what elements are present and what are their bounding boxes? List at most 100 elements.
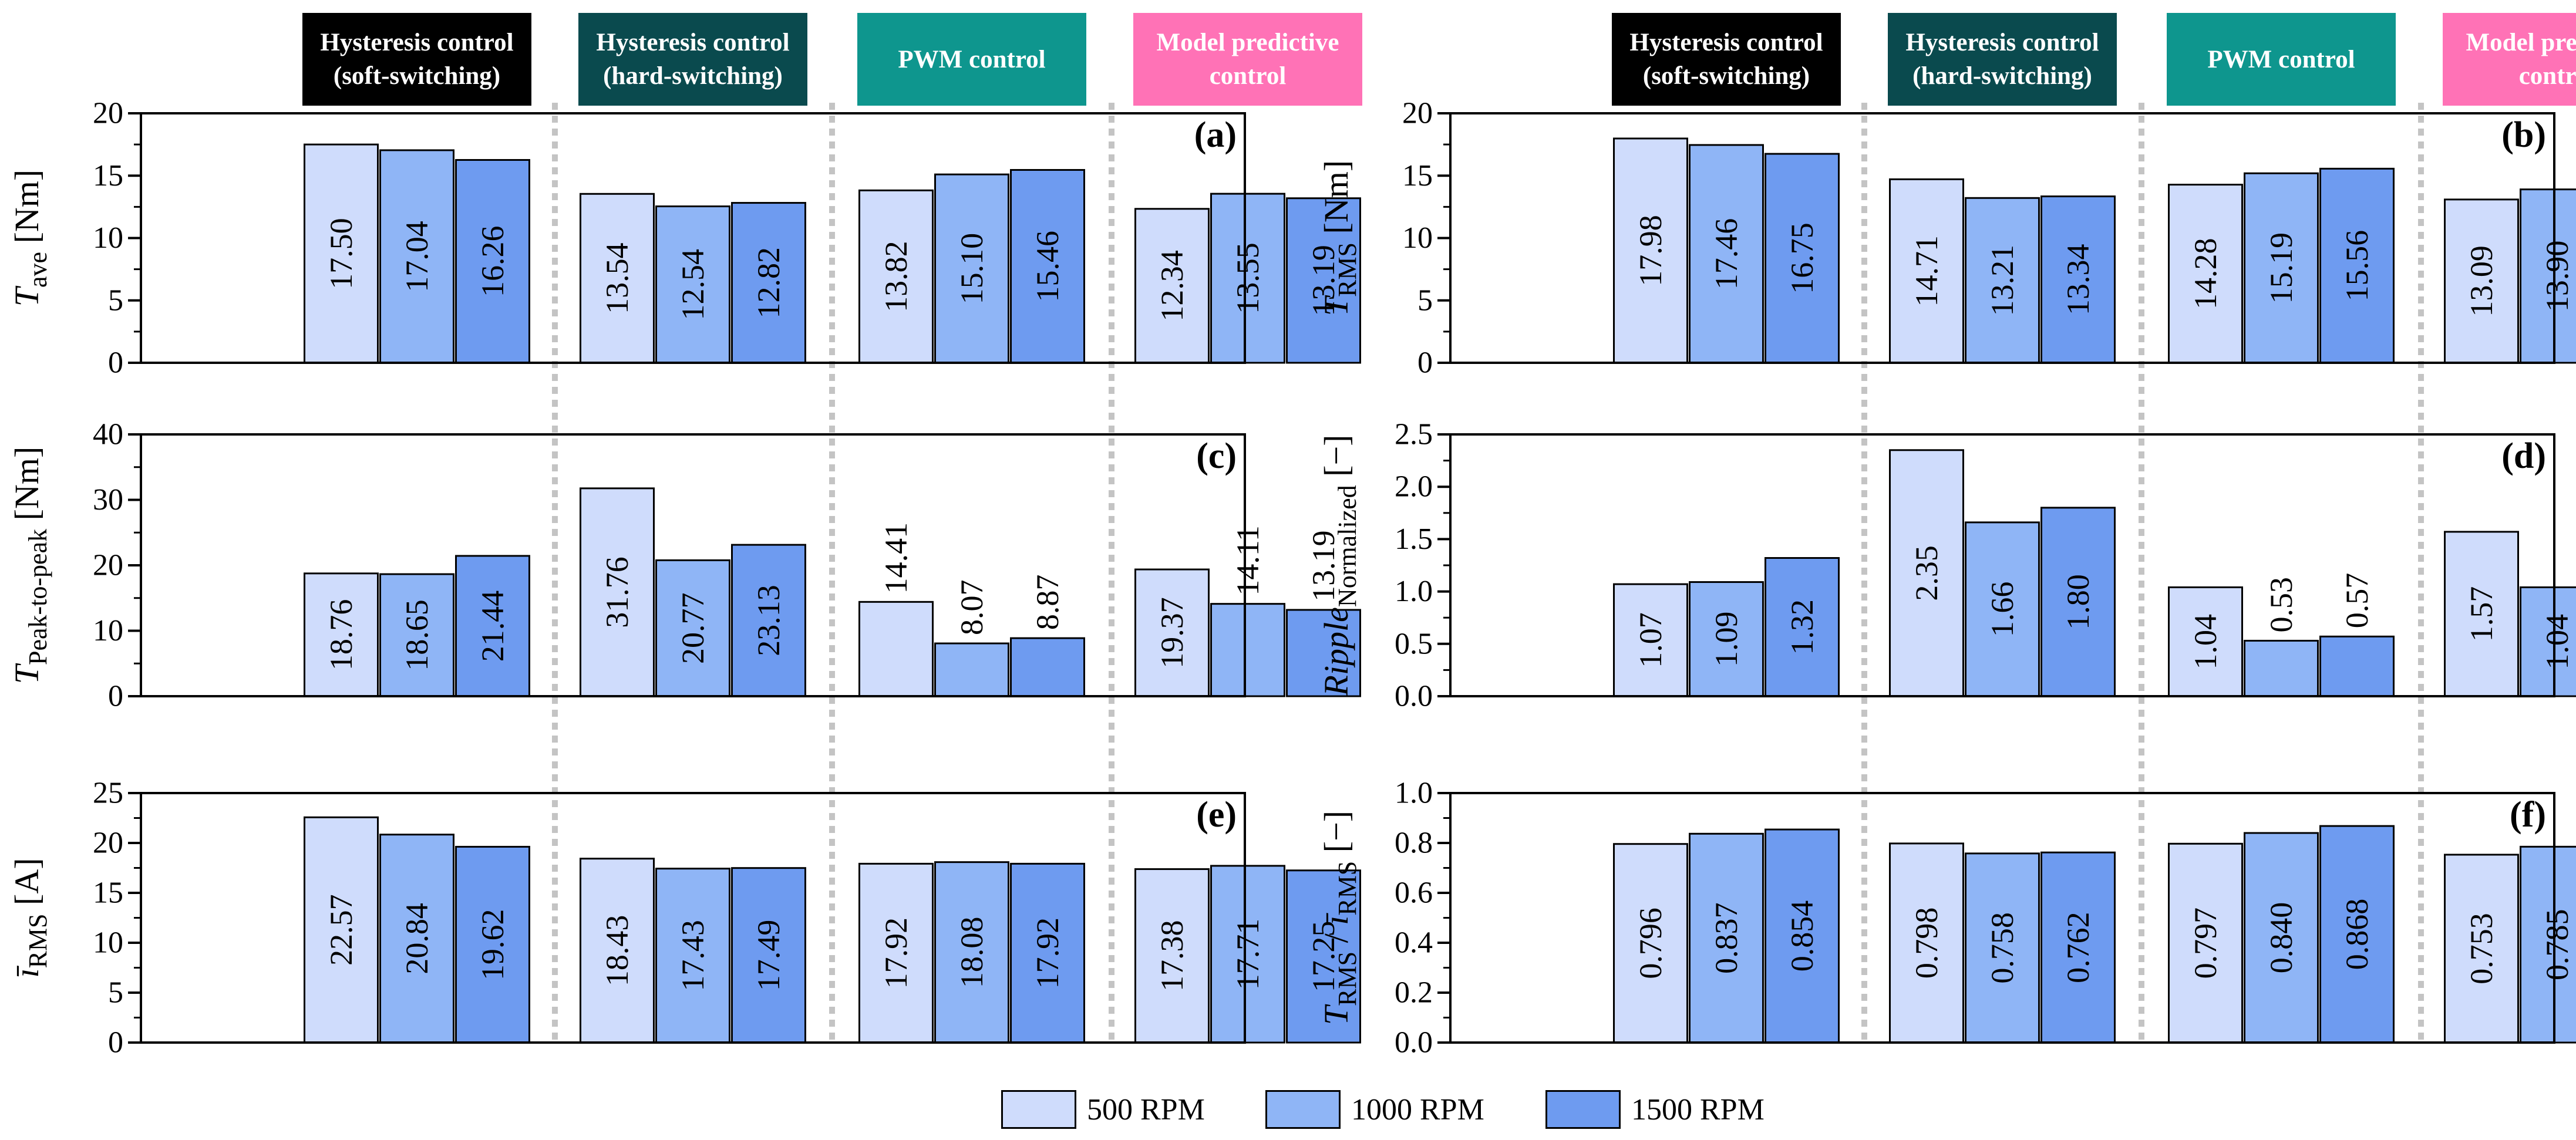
data-label: 15.46 (1030, 231, 1065, 302)
y-tick-label: 0.0 (1395, 680, 1433, 713)
label-mpc-left: Model predictive control (1133, 13, 1362, 106)
bar (1286, 869, 1361, 1044)
bar (858, 189, 934, 364)
bar (2040, 851, 2116, 1044)
y-axis-title: TPeak-to-peak [Nm] (8, 447, 52, 684)
bar (1010, 168, 1085, 364)
data-label: 14.41 (878, 522, 914, 594)
bar (1889, 842, 1964, 1044)
bar (304, 143, 379, 364)
data-label: 1.57 (2464, 586, 2499, 642)
panel-d: 1.07 1.09 1.32 2.35 1.66 1.80 1.04 0.53 0.57 1.57… (1317, 418, 2576, 713)
data-label: 1.09 (1709, 612, 1744, 667)
bar (2520, 845, 2576, 1044)
label-pwm-right: PWM control (2167, 13, 2396, 106)
data-label: 0.797 (2188, 908, 2223, 979)
data-label: 13.19 (1306, 530, 1341, 602)
legend-swatch-500rpm (1001, 1090, 1076, 1129)
data-label: 0.868 (2339, 899, 2375, 970)
legend-label-500rpm: 500 RPM (1087, 1092, 1205, 1126)
data-label: 14.71 (1909, 235, 1944, 307)
y-tick-label: 1.0 (1395, 777, 1433, 810)
bar (1689, 832, 1764, 1044)
data-label: 1.80 (2060, 574, 2096, 630)
data-label: 0.840 (2264, 902, 2299, 974)
bar (1613, 583, 1688, 697)
bar (2319, 635, 2395, 697)
data-label: 16.26 (475, 225, 510, 297)
data-label: 13.55 (1230, 242, 1265, 314)
panel-tag: (e) (1196, 795, 1237, 835)
data-label: 16.75 (1784, 222, 1820, 294)
bar (379, 573, 454, 697)
bar (455, 555, 530, 697)
label-mpc-right: Model predictive control (2443, 13, 2576, 106)
data-label: 22.57 (324, 894, 359, 966)
y-tick-label: 5 (108, 284, 123, 317)
bar (1286, 197, 1361, 364)
bar (580, 487, 655, 697)
bar (655, 205, 730, 364)
data-label: 13.90 (2540, 241, 2575, 312)
y-tick-label: 10 (93, 221, 123, 255)
y-tick-label: 0.8 (1395, 827, 1433, 860)
data-label: 0.753 (2464, 913, 2499, 984)
data-label: 18.43 (600, 915, 635, 987)
panel-b: 17.98 17.46 16.75 14.71 13.21 13.34 14.28 15.19… (1317, 97, 2576, 380)
y-tick-label: 1.5 (1395, 522, 1433, 556)
data-label: 17.49 (751, 920, 786, 991)
data-label: 13.82 (878, 241, 914, 312)
y-tick-label: 5 (1417, 284, 1433, 317)
bar (731, 544, 806, 697)
data-label: 1.07 (1633, 612, 1668, 668)
data-label: 18.08 (954, 917, 989, 989)
data-label: 12.54 (675, 249, 710, 321)
legend-label-1500rpm: 1500 RPM (1631, 1092, 1765, 1126)
data-label: 13.19 (1306, 245, 1341, 316)
data-label: 13.34 (2060, 244, 2096, 316)
y-tick-label: 25 (93, 777, 123, 810)
bar (1613, 137, 1688, 364)
panel-a: 17.50 17.04 16.26 13.54 12.54 12.82 13.82 15.10… (8, 97, 1361, 380)
data-label: 17.43 (675, 920, 710, 991)
bar (1613, 843, 1688, 1044)
bar (2520, 586, 2576, 697)
data-label: 8.87 (1030, 575, 1065, 630)
y-tick-label: 10 (93, 614, 123, 647)
legend-swatch-1500rpm (1545, 1090, 1621, 1129)
y-tick-label: 0.0 (1395, 1026, 1433, 1060)
data-label: 17.38 (1154, 920, 1190, 992)
y-tick-label: 15 (93, 876, 123, 910)
group-dividers (552, 103, 2424, 1042)
data-label: 1.32 (1784, 599, 1820, 655)
data-label: 18.65 (399, 599, 435, 671)
data-label: 1.66 (1985, 582, 2020, 638)
data-label: 18.76 (324, 599, 359, 671)
bar (858, 862, 934, 1044)
bar (2319, 167, 2395, 364)
y-axis-title: TRMS / īRMS [−] (1317, 811, 1362, 1025)
y-tick-label: 1.0 (1395, 575, 1433, 608)
bar (1965, 852, 2040, 1044)
data-label: 20.77 (675, 592, 710, 664)
data-label: 17.92 (878, 918, 914, 989)
data-label: 0.57 (2339, 573, 2375, 629)
bar (2168, 842, 2243, 1044)
y-tick-label: 15 (93, 159, 123, 193)
label-hysteresis-soft-right: Hysteresis control (soft-switching) (1612, 13, 1841, 106)
y-tick-label: 0.2 (1395, 976, 1433, 1010)
bar (655, 868, 730, 1044)
legend-item-1000rpm: 1000 RPM (1265, 1089, 1484, 1130)
panel-e: 22.57 20.84 19.62 18.43 17.43 17.49 17.92 18.08… (8, 777, 1361, 1060)
bar (1286, 609, 1361, 697)
data-label: 8.07 (954, 580, 989, 636)
data-label: 17.92 (1030, 918, 1065, 989)
y-tick-label: 30 (93, 483, 123, 517)
bar (2244, 639, 2319, 697)
y-tick-label: 40 (93, 418, 123, 451)
bar (1134, 208, 1210, 364)
bar (934, 173, 1009, 364)
data-label: 17.71 (1230, 919, 1265, 990)
data-label: 21.44 (475, 591, 510, 662)
y-axis-title: īRMS [A] (8, 858, 52, 977)
